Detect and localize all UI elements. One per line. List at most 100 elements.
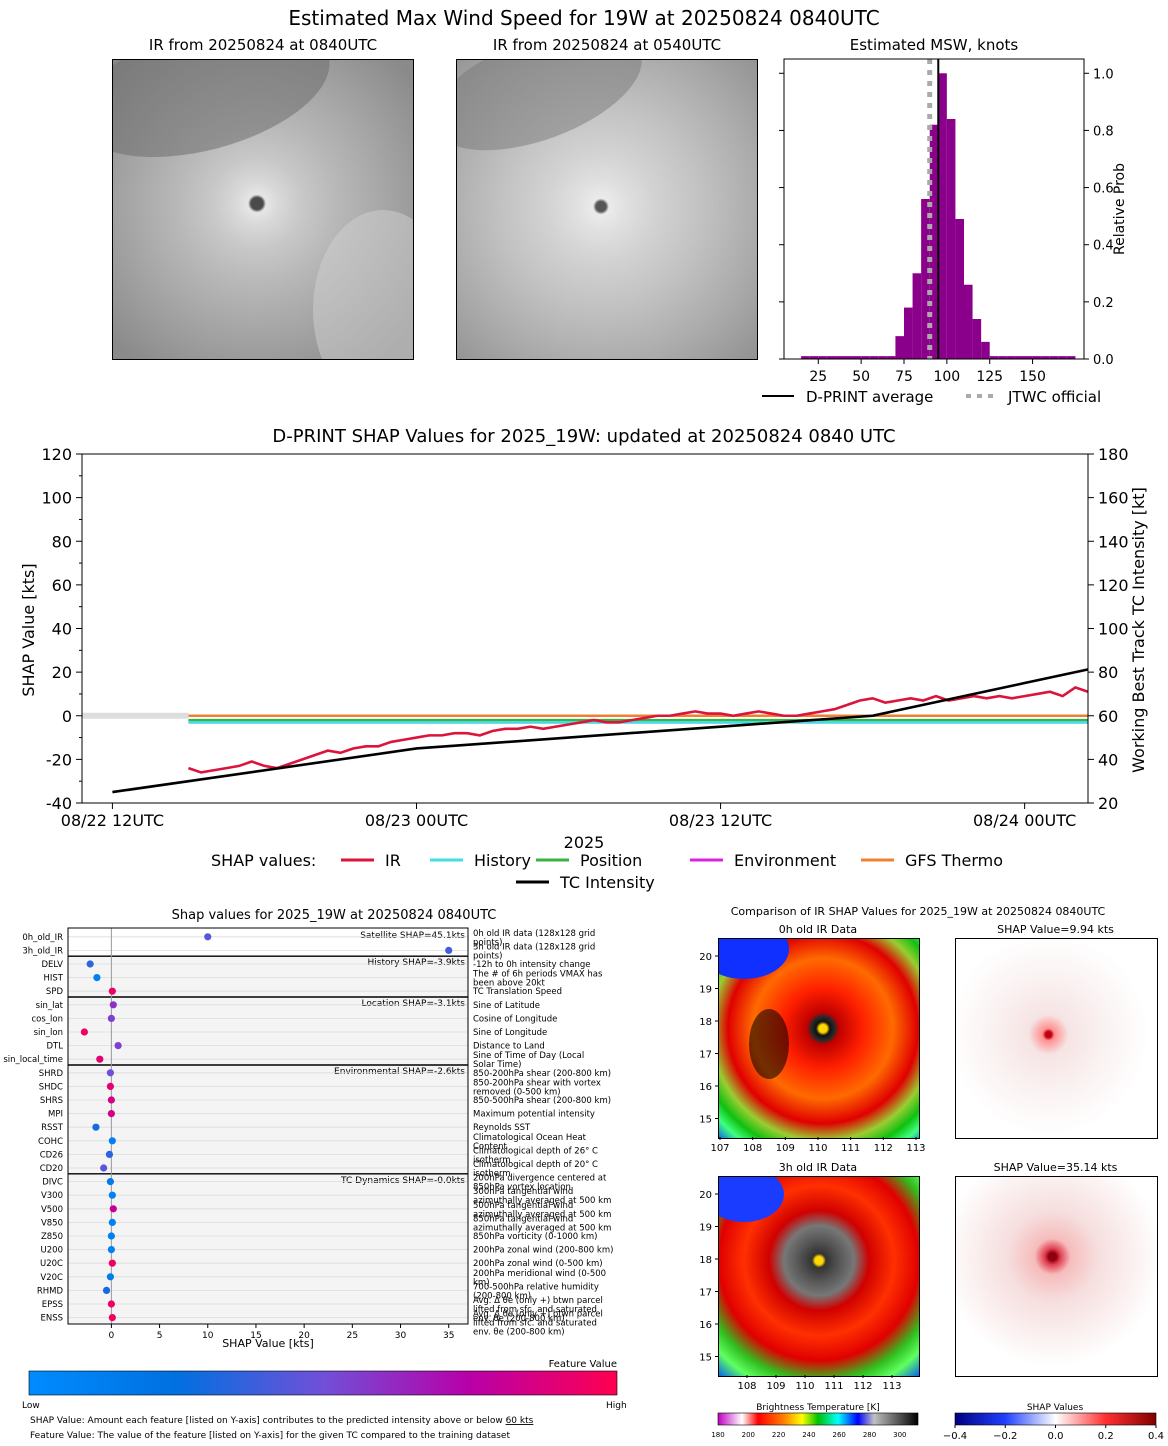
ts-frame: [81, 453, 1089, 804]
legend-label: TC Intensity: [559, 873, 655, 892]
feature-point: [102, 1286, 111, 1294]
description-line: isotherm: [473, 1169, 511, 1179]
histogram-bar: [1041, 356, 1050, 359]
description-line: Climatological depth of 26° C: [473, 1146, 598, 1156]
feature-point: [93, 974, 101, 982]
x-tick-label: 110: [795, 1381, 814, 1392]
hist-lines: [927, 59, 940, 359]
feature-name: Z850: [41, 1232, 63, 1242]
sv-tick-label: 0.4: [1148, 1431, 1164, 1442]
x-tick-label: 109: [776, 1143, 795, 1154]
description-line: The # of 6h periods VMAX has: [472, 970, 603, 980]
histogram-bar: [818, 356, 827, 359]
histogram-bar: [989, 356, 999, 359]
description-line: Climatological Ocean Heat: [473, 1133, 587, 1143]
feature-description: -12h to 0h intensity change: [473, 960, 591, 970]
fs-plot: Satellite SHAP=45.1kts 0h_old_IR 0h old IR…: [3, 928, 613, 1341]
group-label: TC Dynamics SHAP=-0.0kts: [340, 1176, 465, 1186]
description-line: 700-500hPa relative humidity: [473, 1282, 599, 1292]
hist-frame: [783, 58, 1085, 360]
feature-description: Sine of Time of Day (Local Solar Time): [473, 1051, 584, 1070]
bt-tick-label: 180: [711, 1431, 724, 1439]
x-tick-label: 112: [874, 1143, 893, 1154]
feature-description: 3h old IR data (128x128 grid points): [473, 942, 595, 961]
feature-description: Cosine of Longitude: [473, 1014, 557, 1024]
bt-tick-label: 300: [893, 1431, 906, 1439]
feature-point: [107, 1300, 115, 1308]
feature-name: COHC: [38, 1137, 63, 1147]
feature-name: SHRD: [39, 1069, 64, 1079]
y-tick-label-right: 140: [1098, 532, 1129, 551]
description-line: Avg. Δ θe (only +) btwn parcel: [473, 1310, 603, 1320]
legend-label: Position: [580, 851, 642, 870]
x-tick-label: 10: [202, 1331, 214, 1341]
description-line: Maximum potential intensity: [473, 1110, 595, 1120]
ir3-title: 3h old IR Data: [778, 1161, 858, 1174]
bt-colorbar: [717, 1412, 919, 1426]
ir3-colored-image: [718, 1176, 920, 1377]
feature-description: 700-500hPa relative humidity (200-800 km): [473, 1282, 599, 1301]
feature-name: 0h_old_IR: [22, 933, 63, 943]
cloud-band: [113, 60, 345, 182]
ir-prev-title: IR from 20250824 at 0540UTC: [492, 36, 722, 54]
shap3-map: [955, 1176, 1158, 1377]
feature-description: Avg. Δ θe (only +) btwn parcel lifted fro…: [473, 1310, 603, 1338]
feature-name: SHDC: [39, 1082, 63, 1092]
description-line: Avg. Δ θe (only +) btwn parcel: [473, 1296, 603, 1306]
description-line: 850-200hPa shear (200-800 km): [473, 1069, 611, 1079]
x-tick-label: 75: [895, 369, 913, 385]
feature-name: V500: [41, 1205, 63, 1215]
y-tick-label: 0.0: [1093, 353, 1114, 368]
x-tick-label: 25: [809, 369, 827, 385]
histogram-bar: [1015, 356, 1024, 359]
description-line: lifted from sfc. and saturated: [473, 1305, 597, 1315]
feature-point: [92, 1123, 100, 1131]
sv-tick-label: 0.0: [1048, 1431, 1064, 1442]
colorbar-high: High: [606, 1401, 627, 1411]
histogram-bar: [852, 356, 862, 359]
x-tick-label: 107: [710, 1143, 729, 1154]
description-line: Sine of Time of Day (Local: [473, 1051, 584, 1061]
feature-name: ENSS: [40, 1314, 63, 1324]
ts-ylabel-right: Working Best Track TC Intensity [kt]: [1129, 487, 1148, 773]
y-tick-label-right: 180: [1098, 445, 1129, 464]
y-tick-label: 15: [699, 1353, 712, 1364]
shap0-title: SHAP Value=9.94 kts: [997, 923, 1114, 936]
histogram-bar: [946, 119, 956, 359]
y-tick-label: 40: [52, 620, 72, 639]
feature-name: DELV: [41, 960, 63, 970]
legend-title: SHAP values:: [211, 851, 316, 870]
x-tick-label: 35: [443, 1331, 454, 1341]
y-tick-label-right: 120: [1098, 576, 1129, 595]
x-tick-label: 08/23 12UTC: [669, 811, 772, 830]
histogram-bar: [1032, 356, 1042, 359]
description-line: 850-500hPa shear (200-800 km): [473, 1096, 611, 1106]
shap3-title: SHAP Value=35.14 kts: [993, 1161, 1118, 1174]
feature-name: V20C: [40, 1273, 63, 1283]
description-line: 200hPa meridional wind (0-500: [473, 1269, 606, 1279]
y-tick-label-right: 20: [1098, 794, 1118, 813]
ir0-title: 0h old IR Data: [778, 923, 858, 936]
feature-point: [107, 1096, 115, 1104]
x-tick-label: 111: [841, 1143, 860, 1154]
histogram-bar: [826, 356, 836, 359]
feature-shap-chart: Shap values for 2025_19W at 20250824 084…: [3, 908, 627, 1441]
note-underlined: 60 kts: [506, 1416, 534, 1426]
histogram-bar: [972, 319, 982, 359]
feature-point: [107, 1110, 115, 1118]
y-tick-label: 80: [52, 532, 72, 551]
x-tick-label: 30: [395, 1331, 407, 1341]
description-line: lifted from sfc. and saturated: [473, 1319, 597, 1329]
feature-name: DIVC: [42, 1178, 63, 1188]
y-tick-label: 19: [699, 1223, 712, 1234]
histogram-bar: [801, 356, 810, 359]
feature-description: 850-500hPa shear (200-800 km): [473, 1096, 611, 1106]
x-tick-label: 108: [743, 1143, 762, 1154]
feature-description: Maximum potential intensity: [473, 1110, 595, 1120]
hist-legend: D-PRINT average JTWC official: [762, 388, 1101, 406]
sv-tick-label: −0.2: [993, 1431, 1017, 1442]
y-tick-label: 18: [699, 1255, 712, 1266]
feature-point: [109, 1001, 117, 1009]
note-text: SHAP Value: Amount each feature [listed …: [30, 1416, 506, 1426]
